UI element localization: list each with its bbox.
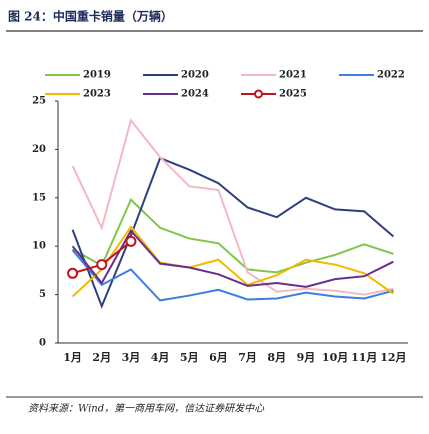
x-tick-label: 2月: [92, 351, 111, 364]
x-tick-label: 12月: [380, 351, 406, 364]
y-tick-label: 20: [32, 144, 46, 155]
point: [96, 259, 108, 271]
legend-label: 2023: [83, 89, 111, 100]
legend-label: 2025: [279, 89, 307, 100]
x-tick-label: 7月: [238, 351, 257, 364]
legend-marker: [254, 89, 263, 99]
legend-label: 2019: [83, 70, 111, 81]
y-tick-label: 10: [32, 241, 46, 252]
chart-title: 图 24：中国重卡销量（万辆）: [8, 9, 173, 24]
series-line: [71, 249, 394, 302]
x-tick-label: 9月: [297, 351, 316, 364]
point: [67, 267, 79, 279]
x-tick-label: 3月: [122, 351, 141, 364]
x-tick-label: 6月: [209, 351, 228, 364]
x-tick-label: 1月: [63, 351, 82, 364]
legend-label: 2021: [279, 70, 307, 81]
series-line: [71, 225, 394, 298]
x-tick-label: 5月: [180, 351, 199, 364]
x-tick-label: 4月: [151, 351, 170, 364]
legend-label: 2020: [181, 70, 209, 81]
point: [125, 235, 137, 247]
y-tick-label: 15: [32, 192, 46, 203]
x-tick-label: 10月: [322, 351, 348, 364]
y-tick-label: 0: [39, 338, 46, 349]
x-tick-label: 8月: [267, 351, 286, 364]
legend-label: 2024: [181, 89, 209, 100]
series-line: [72, 198, 394, 274]
x-tick-label: 11月: [351, 351, 377, 364]
y-tick-label: 25: [32, 96, 46, 107]
source-note: 资料来源：Wind，第一商用车网，信达证券研发中心: [28, 403, 265, 415]
series-line: [71, 118, 394, 296]
legend-label: 2022: [377, 70, 405, 81]
series-line: [71, 156, 395, 309]
y-tick-label: 5: [39, 289, 46, 300]
